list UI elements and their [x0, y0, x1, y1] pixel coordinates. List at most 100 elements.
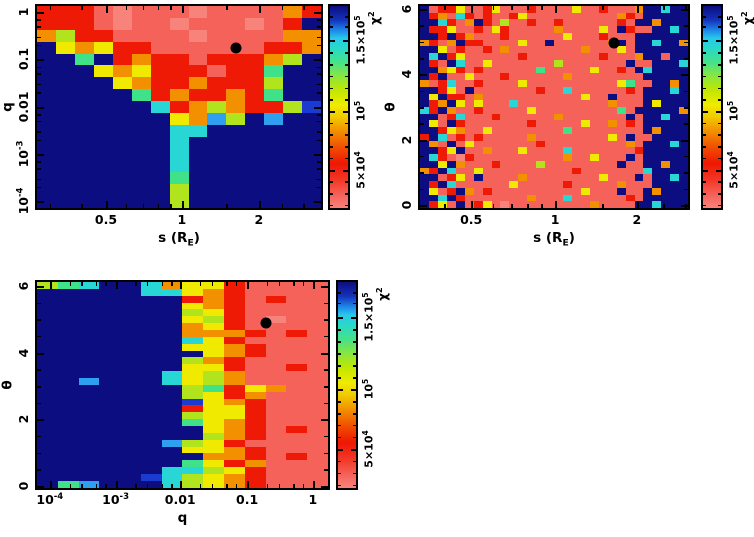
- heatmap-cell: [482, 26, 492, 33]
- heatmap-cell: [437, 160, 447, 168]
- heatmap-cell: [491, 19, 501, 27]
- heatmap-cell: [78, 357, 100, 365]
- heatmap-cell: [244, 467, 266, 475]
- heatmap-cell: [437, 140, 447, 148]
- heatmap-cell: [302, 29, 322, 42]
- x-tick-label: 2: [254, 212, 264, 227]
- heatmap-cell: [224, 282, 245, 289]
- heatmap-cell: [563, 100, 572, 108]
- heatmap-cell: [652, 93, 662, 101]
- heatmap-cell: [112, 53, 132, 66]
- heatmap-cell: [571, 39, 581, 47]
- heatmap-cell: [607, 107, 617, 114]
- heatmap-cell: [428, 113, 438, 121]
- heatmap-cell: [643, 133, 653, 141]
- heatmap-cell: [598, 120, 608, 128]
- heatmap-cell: [428, 26, 438, 33]
- heatmap-cell: [207, 112, 227, 125]
- heatmap-cell: [78, 323, 100, 331]
- heatmap-cell: [545, 174, 555, 182]
- heatmap-cell: [265, 316, 287, 324]
- x-minor-tick: [81, 484, 83, 488]
- heatmap-cell: [99, 460, 121, 468]
- heatmap-cell: [57, 302, 79, 310]
- heatmap-cell: [140, 419, 162, 427]
- heatmap-row: [420, 201, 689, 209]
- heatmap-cell: [203, 474, 225, 481]
- heatmap-cell: [78, 384, 100, 392]
- heatmap-cell: [661, 93, 671, 101]
- heatmap-cell: [527, 174, 537, 182]
- heatmap-row: [37, 172, 322, 185]
- heatmap-cell: [57, 460, 79, 468]
- heatmap-cell: [74, 160, 94, 173]
- heatmap-cell: [545, 39, 555, 47]
- y-minor-tick: [317, 73, 321, 75]
- heatmap-cell: [580, 154, 590, 161]
- y-minor-tick: [317, 139, 321, 142]
- heatmap-cell: [607, 140, 617, 148]
- heatmap-cell: [161, 419, 183, 427]
- heatmap-cell: [244, 426, 266, 433]
- heatmap-cell: [245, 184, 265, 196]
- heatmap-cell: [93, 160, 113, 173]
- heatmap-cell: [634, 133, 644, 141]
- heatmap-cell: [661, 113, 671, 121]
- heatmap-cell: [554, 140, 563, 148]
- heatmap-cell: [182, 474, 204, 481]
- heatmap-cell: [203, 467, 225, 475]
- x-minor-tick: [302, 484, 305, 488]
- heatmap-cell: [244, 288, 266, 296]
- colorbar-minor-tick: [703, 64, 706, 66]
- colorbar-minor-tick: [353, 472, 356, 475]
- heatmap-cell: [670, 86, 680, 94]
- heatmap-cell: [140, 480, 162, 488]
- heatmap-cell: [99, 350, 121, 358]
- heatmap-cell: [203, 343, 225, 351]
- heatmap-cell: [207, 41, 227, 54]
- heatmap-cell: [509, 66, 519, 74]
- colorbar-minor-tick: [330, 193, 333, 195]
- colorbar: χ2 5×104 105 1.5×105: [701, 4, 754, 210]
- y-minor-tick: [324, 369, 328, 371]
- heatmap-cell: [55, 112, 75, 125]
- x-minor-tick: [125, 204, 128, 208]
- heatmap-cell: [265, 323, 287, 331]
- heatmap-cell: [446, 181, 456, 188]
- heatmap-cell: [643, 80, 653, 87]
- x-minor-tick: [527, 204, 529, 208]
- heatmap-cell: [482, 39, 492, 47]
- heatmap-cell: [437, 12, 447, 20]
- heatmap-cell: [482, 160, 492, 168]
- heatmap-cell: [616, 174, 626, 182]
- heatmap-cell: [428, 32, 438, 40]
- heatmap-cell: [598, 86, 608, 94]
- colorbar-major-tick: [343, 169, 348, 172]
- colorbar-minor-tick: [338, 377, 341, 379]
- heatmap-cell: [527, 107, 537, 114]
- heatmap-cell: [207, 172, 227, 185]
- heatmap-cell: [99, 378, 121, 385]
- heatmap-row: [37, 405, 328, 413]
- heatmap-cell: [607, 66, 617, 74]
- heatmap-row: [420, 53, 689, 60]
- heatmap-cell: [563, 147, 572, 155]
- heatmap-cell: [446, 160, 456, 168]
- heatmap-cell: [420, 59, 429, 67]
- x-minor-tick: [492, 6, 495, 10]
- heatmap-cell: [500, 133, 510, 141]
- heatmap-cell: [112, 6, 132, 18]
- heatmap-cell: [37, 112, 56, 125]
- colorbar-tick-label: 1.5×105: [360, 292, 376, 342]
- heatmap-cell: [55, 41, 75, 54]
- heatmap-cell: [99, 453, 121, 461]
- heatmap-cell: [652, 86, 662, 94]
- heatmap-cell: [286, 302, 308, 310]
- colorbar-gradient: [703, 6, 721, 208]
- heatmap-row: [37, 101, 322, 113]
- heatmap-cell: [625, 201, 635, 209]
- heatmap-cell: [286, 439, 308, 447]
- heatmap-cell: [571, 174, 581, 182]
- heatmap-cell: [598, 19, 608, 27]
